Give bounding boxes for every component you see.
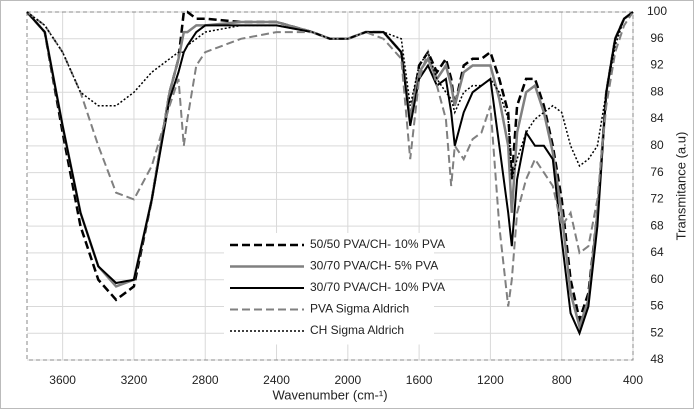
y-tick-label: 92: [650, 58, 664, 72]
series-line: [26, 11, 634, 331]
legend-label: PVA Sigma Aldrich: [310, 302, 409, 316]
y-tick-label: 72: [650, 192, 664, 206]
y-tick-label: 60: [650, 272, 664, 286]
y-tick-label: 80: [650, 138, 664, 152]
y-tick-label: 76: [650, 165, 664, 179]
y-tick-label: 100: [647, 4, 667, 18]
y-tick-label: 88: [650, 84, 664, 98]
series-line: [26, 11, 634, 307]
series-line: [26, 11, 634, 336]
x-tick-label: 1200: [477, 373, 504, 387]
legend-label: 30/70 PVA/CH- 5% PVA: [310, 259, 438, 273]
x-tick-label: 2800: [192, 373, 219, 387]
y-tick-label: 96: [650, 31, 664, 45]
y-tick-label: 84: [650, 111, 664, 125]
legend-label: 50/50 PVA/CH- 10% PVA: [310, 237, 445, 251]
x-tick-label: 2000: [334, 373, 361, 387]
x-tick-label: 3600: [49, 373, 76, 387]
x-tick-label: 800: [552, 373, 572, 387]
x-tick-label: 2400: [263, 373, 290, 387]
legend-label: 30/70 PVA/CH- 10% PVA: [310, 280, 445, 294]
x-axis-title: Wavenumber (cm-¹): [272, 387, 387, 402]
y-tick-label: 56: [650, 299, 664, 313]
y-tick-label: 48: [650, 352, 664, 366]
y-tick-label: 52: [650, 325, 664, 339]
x-tick-label: 1600: [406, 373, 433, 387]
y-tick-label: 68: [650, 218, 664, 232]
y-axis-title: Transmitance (a.u): [673, 132, 688, 241]
legend-label: CH Sigma Aldrich: [310, 323, 404, 337]
x-tick-label: 3200: [121, 373, 148, 387]
x-tick-label: 400: [623, 373, 643, 387]
y-tick-label: 64: [650, 245, 664, 259]
plot-frame: [26, 11, 634, 361]
